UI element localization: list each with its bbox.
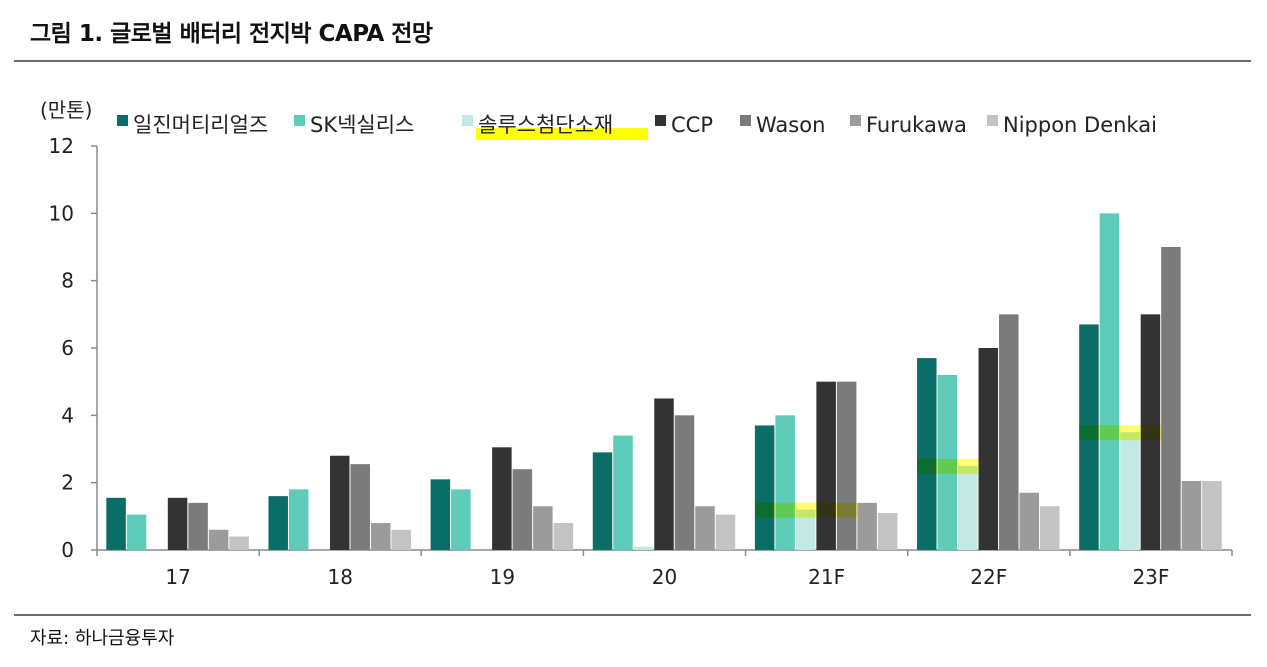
x-tick-label-18: 18 — [327, 565, 352, 589]
x-tick-label-20: 20 — [652, 565, 677, 589]
bar-series-5-23f — [1181, 480, 1202, 550]
y-tick-label: 12 — [49, 134, 74, 158]
bar-series-6-18 — [391, 529, 411, 550]
bar-series-5-22f — [1019, 492, 1040, 550]
bar-series-1-21f — [775, 415, 795, 550]
bar-series-3-22f — [978, 348, 999, 550]
highlight-band-23f — [1079, 425, 1162, 441]
legend-swatch-0 — [117, 115, 128, 126]
bar-series-6-22f — [1040, 506, 1060, 550]
bar-series-2-20 — [633, 546, 654, 550]
legend-highlight-marker — [476, 128, 648, 140]
x-tick-label-17: 17 — [165, 565, 190, 589]
bar-series-5-19 — [533, 506, 553, 550]
y-tick-label: 6 — [61, 336, 74, 360]
highlight-band-22f — [917, 458, 979, 474]
footer-divider — [14, 614, 1251, 616]
bar-series-5-21f — [857, 502, 877, 550]
bar-series-6-17 — [229, 536, 249, 550]
bar-series-6-21f — [877, 512, 898, 550]
bar-series-0-17 — [106, 497, 126, 550]
title-divider — [14, 60, 1251, 62]
bar-series-0-21f — [754, 425, 775, 550]
x-tick-label-23f: 23F — [1132, 565, 1169, 589]
legend-label-4: Wason — [756, 113, 825, 137]
bar-series-5-17 — [208, 529, 229, 550]
legend-swatch-2 — [462, 115, 473, 126]
y-tick-label: 2 — [61, 471, 74, 495]
bar-series-1-19 — [451, 489, 471, 550]
legend-label-5: Furukawa — [866, 113, 967, 137]
bar-series-4-21f — [836, 381, 857, 550]
legend-swatch-1 — [294, 115, 305, 126]
highlight-band-21f — [754, 502, 858, 518]
legend-swatch-4 — [740, 115, 751, 126]
bar-series-3-19 — [492, 447, 512, 550]
bar-series-2-21f — [795, 509, 816, 550]
bar-series-0-18 — [268, 496, 288, 550]
bar-series-5-18 — [370, 523, 391, 550]
page-title: 그림 1. 글로벌 배터리 전지박 CAPA 전망 — [30, 21, 433, 47]
legend-label-6: Nippon Denkai — [1003, 113, 1157, 137]
legend-label-2: 솔루스첨단소재 — [478, 113, 613, 137]
x-tick-label-22f: 22F — [970, 565, 1007, 589]
legend-label-1: SK넥실리스 — [310, 113, 414, 137]
y-tick-label: 10 — [49, 201, 74, 225]
x-tick-label-19: 19 — [490, 565, 515, 589]
bar-series-4-18 — [350, 464, 370, 550]
bar-series-5-20 — [695, 506, 715, 550]
legend-label-3: CCP — [671, 113, 713, 137]
bar-series-4-22f — [999, 314, 1019, 550]
bar-series-0-20 — [592, 452, 613, 550]
bar-series-3-20 — [654, 398, 674, 550]
bar-series-1-23f — [1099, 213, 1120, 551]
bar-series-4-17 — [188, 502, 208, 550]
x-tick-label-21f: 21F — [808, 565, 845, 589]
bar-series-3-21f — [816, 381, 836, 550]
bar-series-2-23f — [1120, 432, 1140, 550]
bar-series-4-20 — [674, 415, 695, 550]
legend-swatch-6 — [987, 115, 998, 126]
y-tick-label: 0 — [61, 538, 74, 562]
bar-series-3-17 — [167, 497, 188, 550]
legend-swatch-5 — [850, 115, 861, 126]
bar-series-6-23f — [1202, 480, 1222, 550]
legend-label-0: 일진머티리얼즈 — [133, 113, 268, 137]
legend-swatch-3 — [655, 115, 666, 126]
source-note: 자료: 하나금융투자 — [30, 628, 175, 649]
bar-series-1-18 — [288, 489, 309, 550]
y-tick-label: 4 — [61, 403, 74, 427]
bar-series-4-19 — [512, 469, 533, 550]
bar-series-1-20 — [613, 435, 633, 550]
bar-series-0-19 — [430, 479, 451, 550]
bar-series-0-22f — [917, 358, 937, 550]
bar-series-4-23f — [1161, 247, 1181, 550]
bar-series-6-20 — [715, 514, 736, 550]
y-tick-label: 8 — [61, 269, 74, 293]
bar-series-1-17 — [126, 514, 147, 550]
bar-series-3-18 — [329, 455, 350, 550]
bar-series-2-22f — [958, 465, 978, 550]
bar-series-6-19 — [553, 523, 574, 550]
y-axis-unit-label: (만톤) — [40, 98, 92, 122]
